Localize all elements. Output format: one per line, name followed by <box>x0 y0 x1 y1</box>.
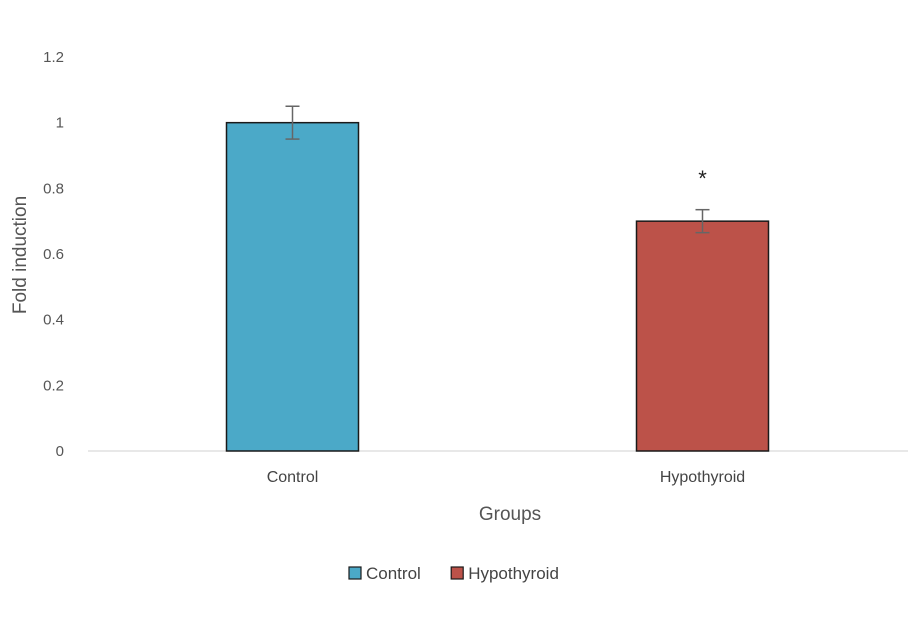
x-tick-label: Control <box>267 469 319 486</box>
x-tick-label: Hypothyroid <box>660 469 745 486</box>
bars-group <box>225 121 770 452</box>
y-tick-label: 0.2 <box>43 377 64 394</box>
error-bars-group <box>285 105 710 234</box>
y-tick-label: 0.8 <box>43 180 64 197</box>
annotations-group: * <box>698 166 707 191</box>
legend-label: Control <box>366 564 421 583</box>
legend-swatch-hypothyroid <box>450 566 464 580</box>
y-axis-title: Fold induction <box>10 196 31 314</box>
bar-control <box>225 121 360 452</box>
legend: Control Hypothyroid <box>348 564 559 583</box>
significance-marker: * <box>698 166 707 191</box>
legend-swatch-control <box>348 566 362 580</box>
y-tick-label: 0 <box>56 443 64 460</box>
y-tick-label: 1.2 <box>43 49 64 66</box>
legend-label: Hypothyroid <box>468 564 559 583</box>
y-tick-label: 1 <box>56 115 64 132</box>
y-axis-ticks: 0 0.2 0.4 0.6 0.8 1 1.2 <box>43 49 64 460</box>
x-axis-category-labels: Control Hypothyroid <box>267 469 745 486</box>
y-tick-label: 0.6 <box>43 246 64 263</box>
bar-hypothyroid <box>635 220 770 452</box>
y-tick-label: 0.4 <box>43 312 64 329</box>
x-axis-title: Groups <box>479 504 541 525</box>
